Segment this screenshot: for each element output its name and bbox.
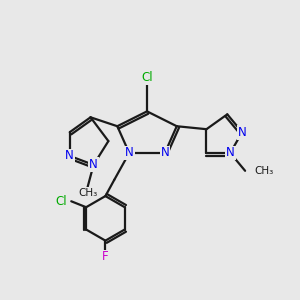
Text: N: N <box>89 158 98 171</box>
Text: N: N <box>238 126 247 139</box>
Text: N: N <box>125 146 134 160</box>
Text: CH₃: CH₃ <box>78 188 97 197</box>
Text: N: N <box>226 146 235 160</box>
Text: N: N <box>65 149 74 162</box>
Text: Cl: Cl <box>141 71 153 84</box>
Text: Cl: Cl <box>55 195 67 208</box>
Text: F: F <box>102 250 109 263</box>
Text: N: N <box>160 146 169 160</box>
Text: CH₃: CH₃ <box>254 166 273 176</box>
